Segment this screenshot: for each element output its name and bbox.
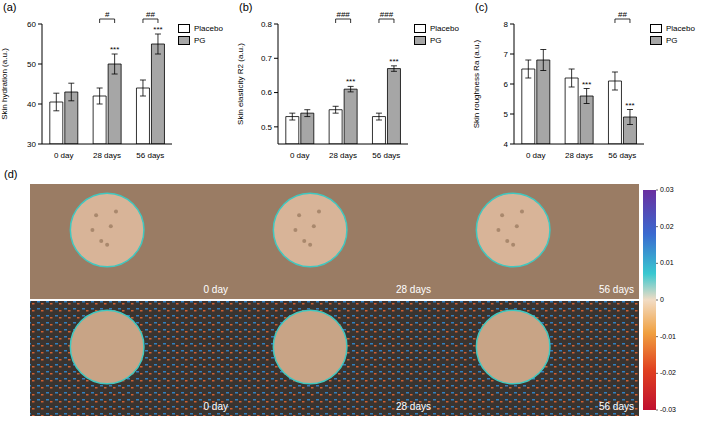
svg-text:0.6: 0.6 (261, 88, 273, 97)
html-text:PG: PG (430, 36, 442, 45)
svg-text:***: *** (582, 80, 591, 89)
svg-text:0 day: 0 day (204, 401, 228, 412)
svg-text:###: ### (380, 10, 394, 19)
svg-text:28 days: 28 days (396, 284, 431, 295)
html-text:Placebo: Placebo (430, 24, 459, 33)
svg-text:Skin elasticity R2 (a.u.): Skin elasticity R2 (a.u.) (236, 43, 245, 125)
svg-text:56 days: 56 days (599, 401, 634, 412)
svg-text:0 day: 0 day (204, 284, 228, 295)
svg-text:50: 50 (27, 60, 36, 69)
html-text:PG: PG (666, 36, 678, 45)
svg-text:40: 40 (27, 100, 36, 109)
svg-text:56 days: 56 days (608, 151, 636, 160)
svg-text:0 day: 0 day (290, 151, 310, 160)
svg-text:0.02: 0.02 (660, 223, 674, 230)
svg-text:28 days: 28 days (565, 151, 593, 160)
svg-text:***: *** (346, 77, 355, 86)
svg-text:6: 6 (504, 80, 509, 89)
svg-text:0 day: 0 day (526, 151, 546, 160)
svg-text:28 days: 28 days (329, 151, 357, 160)
svg-text:30: 30 (27, 140, 36, 149)
html-text:PG: PG (194, 36, 206, 45)
svg-text:Skin hydration (a.u.): Skin hydration (a.u.) (0, 48, 9, 120)
svg-text:0.7: 0.7 (261, 54, 273, 63)
svg-text:0.5: 0.5 (261, 123, 273, 132)
svg-text:***: *** (110, 45, 119, 54)
html-text:Placebo: Placebo (666, 24, 695, 33)
html-text:(c): (c) (475, 1, 488, 13)
svg-text:##: ## (146, 10, 155, 19)
svg-text:#: # (105, 10, 110, 19)
svg-text:7: 7 (504, 50, 509, 59)
html-text:(a): (a) (3, 1, 17, 13)
svg-text:***: *** (153, 25, 162, 34)
svg-text:28 days: 28 days (93, 151, 121, 160)
svg-text:0.03: 0.03 (660, 186, 674, 193)
svg-text:4: 4 (504, 140, 509, 149)
svg-text:56 days: 56 days (599, 284, 634, 295)
svg-text:-0.02: -0.02 (660, 369, 676, 376)
svg-text:56 days: 56 days (136, 151, 164, 160)
svg-text:5: 5 (504, 110, 509, 119)
svg-text:(d): (d) (4, 168, 17, 180)
html-text:Placebo: Placebo (194, 24, 223, 33)
svg-text:0 day: 0 day (54, 151, 74, 160)
svg-text:-0.01: -0.01 (660, 333, 676, 340)
svg-text:56 days: 56 days (372, 151, 400, 160)
svg-text:***: *** (625, 101, 634, 110)
svg-text:8: 8 (504, 20, 509, 29)
svg-text:60: 60 (27, 20, 36, 29)
svg-text:-0.03: -0.03 (660, 406, 676, 413)
svg-text:0: 0 (660, 296, 664, 303)
svg-text:###: ### (336, 10, 350, 19)
svg-text:***: *** (389, 57, 398, 66)
svg-text:##: ## (618, 10, 627, 19)
svg-text:0.01: 0.01 (660, 259, 674, 266)
svg-text:Skin roughness Ra (a.u.): Skin roughness Ra (a.u.) (472, 39, 481, 128)
svg-text:28 days: 28 days (396, 401, 431, 412)
html-text:(b): (b) (239, 1, 253, 13)
svg-text:0.8: 0.8 (261, 20, 273, 29)
